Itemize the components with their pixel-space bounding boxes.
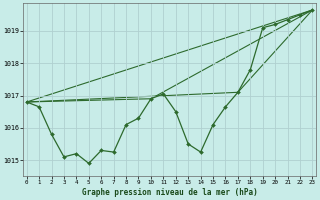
X-axis label: Graphe pression niveau de la mer (hPa): Graphe pression niveau de la mer (hPa) <box>82 188 257 197</box>
